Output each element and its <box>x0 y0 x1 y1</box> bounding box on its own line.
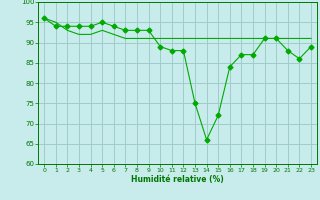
X-axis label: Humidité relative (%): Humidité relative (%) <box>131 175 224 184</box>
